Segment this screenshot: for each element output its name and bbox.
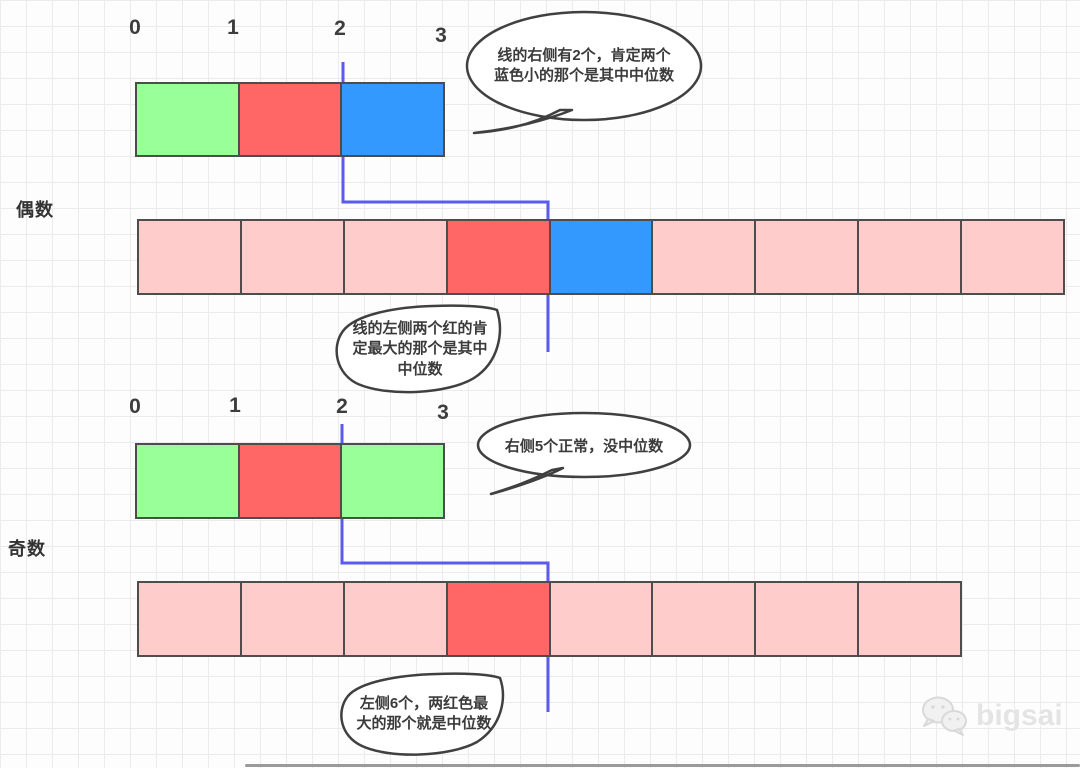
speech-bubble-tail bbox=[472, 108, 574, 135]
array-cell-blue bbox=[340, 84, 444, 155]
even-small-array bbox=[135, 82, 445, 157]
odd-small-array bbox=[135, 443, 445, 519]
array-cell-pink bbox=[342, 221, 446, 293]
array-cell-pink bbox=[342, 583, 446, 655]
array-cell-green bbox=[137, 445, 238, 517]
even-index-tick-0: 0 bbox=[129, 16, 141, 39]
even-index-tick-1: 1 bbox=[227, 16, 239, 39]
even-index-tick-2: 2 bbox=[334, 17, 346, 40]
watermark-text: bigsai bbox=[976, 699, 1063, 732]
odd-index-tick-3: 3 bbox=[437, 401, 449, 424]
odd-index-tick-0: 0 bbox=[129, 395, 141, 418]
array-cell-pink bbox=[651, 583, 755, 655]
wechat-icon bbox=[922, 696, 967, 736]
array-cell-pink bbox=[857, 221, 961, 293]
bottom-divider-line bbox=[245, 764, 1080, 767]
even-big-array bbox=[137, 219, 1065, 295]
array-cell-pink bbox=[960, 221, 1064, 293]
array-cell-green bbox=[137, 84, 238, 155]
array-cell-pink bbox=[139, 221, 240, 293]
array-cell-pink bbox=[548, 583, 652, 655]
odd-big-array bbox=[137, 581, 962, 657]
watermark: bigsai bbox=[916, 692, 1063, 740]
array-cell-pink bbox=[857, 583, 960, 655]
array-cell-red bbox=[237, 84, 341, 155]
array-cell-pink bbox=[754, 583, 858, 655]
array-cell-red bbox=[445, 221, 549, 293]
even-section-label: 偶数 bbox=[16, 200, 54, 220]
odd-index-tick-1: 1 bbox=[229, 394, 241, 417]
array-cell-pink bbox=[139, 583, 240, 655]
speech-bubble-tail bbox=[489, 466, 565, 496]
array-cell-pink bbox=[239, 583, 343, 655]
array-cell-pink bbox=[239, 221, 343, 293]
odd-section-label: 奇数 bbox=[8, 539, 46, 559]
even-right-bubble-text: 线的右侧有2个，肯定两个 蓝色小的那个是其中中位数 bbox=[493, 47, 674, 85]
array-cell-red bbox=[237, 445, 341, 517]
array-cell-blue bbox=[548, 221, 652, 293]
odd-left-bubble-text: 左侧6个，两红色最 大的那个就是中位数 bbox=[356, 695, 492, 733]
array-cell-pink bbox=[651, 221, 755, 293]
array-cell-red bbox=[445, 583, 549, 655]
array-cell-green bbox=[340, 445, 444, 517]
odd-right-bubble-text: 右侧5个正常，没中位数 bbox=[504, 438, 664, 455]
even-left-bubble-text: 线的左侧两个红的肯 定最大的那个是其中 中位数 bbox=[352, 320, 488, 378]
array-cell-pink bbox=[754, 221, 858, 293]
odd-index-tick-2: 2 bbox=[336, 395, 348, 418]
even-index-tick-3: 3 bbox=[435, 24, 447, 47]
